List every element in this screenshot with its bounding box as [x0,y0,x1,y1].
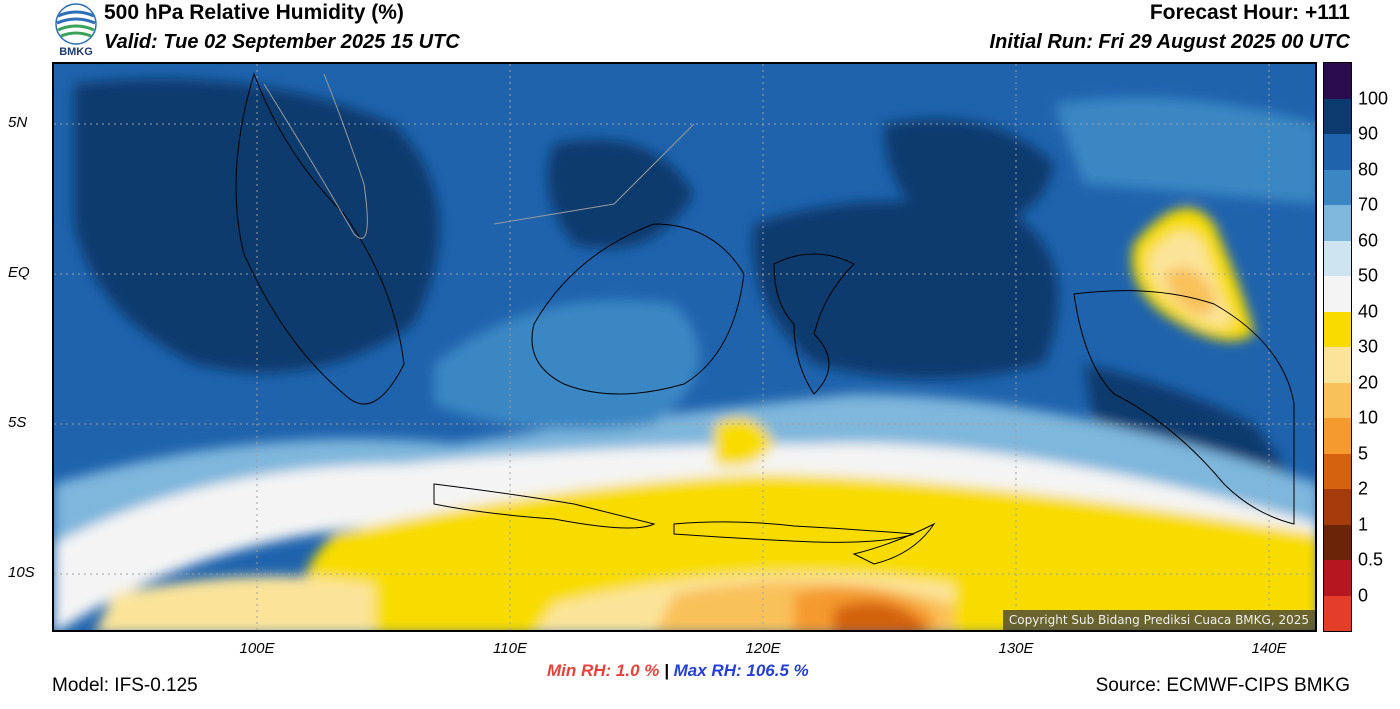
colorbar-segment [1324,595,1351,631]
colorbar-segment [1324,489,1351,525]
lat-tick-5s: 5S [8,414,27,431]
chart-title: 500 hPa Relative Humidity (%) [104,1,404,24]
lat-tick-eq: EQ [8,264,30,281]
lon-tick-100e: 100E [239,640,275,657]
lon-tick-140e: 140E [1251,640,1287,657]
min-rh: Min RH: 1.0 % [547,661,660,680]
colorbar-label: 50 [1358,265,1379,286]
colorbar-segment [1324,453,1351,489]
colorbar-segment [1324,240,1351,276]
source-label: Source: ECMWF-CIPS BMKG [1095,675,1350,696]
colorbar-label: 2 [1358,478,1369,499]
colorbar-segment [1324,418,1351,454]
colorbar-segment [1324,169,1351,205]
initial-run: Initial Run: Fri 29 August 2025 00 UTC [989,31,1350,53]
colorbar-segment [1324,560,1351,596]
colorbar-segment [1324,347,1351,383]
colorbar-label: 0 [1358,585,1369,605]
colorbar-label: 1 [1358,514,1369,534]
colorbar-label: 10 [1358,407,1379,428]
colorbar-label: 90 [1358,123,1379,144]
lon-tick-130e: 130E [998,640,1034,657]
colorbar-segment [1324,382,1351,418]
model-label: Model: IFS-0.125 [52,675,198,696]
colorbar [1323,62,1352,632]
colorbar-segment [1324,98,1351,134]
colorbar-label: 5 [1358,443,1369,463]
colorbar-segment [1324,311,1351,347]
colorbar-segment [1324,205,1351,241]
humidity-map: Copyright Sub Bidang Prediksi Cuaca BMKG… [52,62,1317,632]
lon-tick-120e: 120E [745,640,781,657]
colorbar-segment [1324,524,1351,560]
copyright-notice: Copyright Sub Bidang Prediksi Cuaca BMKG… [1002,610,1315,630]
valid-time: Valid: Tue 02 September 2025 15 UTC [104,31,460,53]
colorbar-label: 20 [1358,372,1379,392]
stats-separator: | [664,661,669,680]
colorbar-label: 0.5 [1358,549,1384,570]
lat-tick-10s: 10S [8,564,35,581]
max-rh: Max RH: 106.5 % [673,661,809,680]
colorbar-label: 60 [1358,230,1379,250]
colorbar-label: 30 [1358,336,1379,357]
colorbar-segment [1324,276,1351,312]
logo-text: BMKG [59,46,93,58]
colorbar-label: 100 [1358,88,1389,108]
forecast-hour: Forecast Hour: +111 [1149,1,1350,24]
colorbar-segment [1324,134,1351,170]
bmkg-logo: BMKG [52,2,100,60]
colorbar-segment [1324,63,1351,99]
colorbar-label: 70 [1358,194,1379,215]
lat-tick-5n: 5N [8,114,28,131]
lon-tick-110e: 110E [493,640,527,657]
colorbar-label: 80 [1358,159,1379,179]
rh-stats: Min RH: 1.0 % | Max RH: 106.5 % [547,661,809,681]
colorbar-label: 40 [1358,301,1379,321]
